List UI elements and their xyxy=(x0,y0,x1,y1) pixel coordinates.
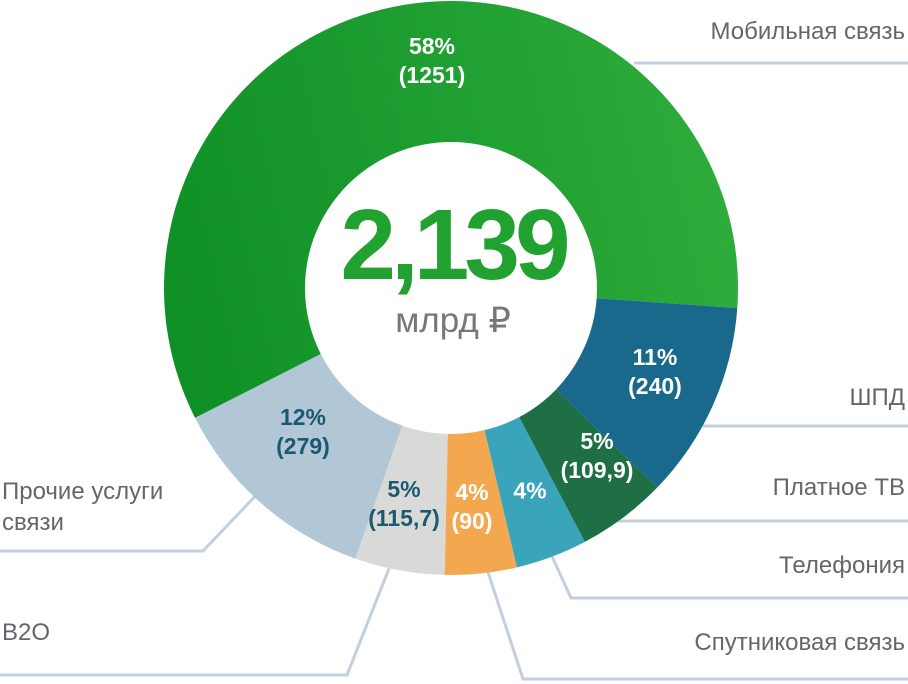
leader-line-satellite xyxy=(484,565,908,681)
leader-line-b2o xyxy=(0,560,394,677)
segment-percent: 5% xyxy=(387,476,421,502)
segment-value: (1251) xyxy=(398,62,466,88)
center-total: 2,139 млрд ₽ xyxy=(340,189,570,341)
donut-segment-0[interactable]: Мобильная связь xyxy=(164,1,739,418)
segment-label-mobile: 58% (1251) xyxy=(399,32,465,90)
donut-segment-1[interactable]: ШПД xyxy=(556,298,738,488)
segment-value: (279) xyxy=(276,433,330,459)
category-label-other: Прочие услуги связи xyxy=(2,478,164,536)
segment-label-paytv: 5% (109,9) xyxy=(561,427,634,485)
donut-segment-2[interactable]: Платное ТВ xyxy=(519,389,658,542)
donut-segment-4[interactable]: Спутниковая связь xyxy=(444,430,517,576)
donut-segment-3[interactable]: Телефония xyxy=(484,417,585,568)
category-label-mobile: Мобильная связь xyxy=(710,18,905,45)
segment-percent: 4% xyxy=(513,477,547,504)
segment-percent: 5% xyxy=(580,428,614,454)
leader-lines-group xyxy=(0,61,908,681)
leader-line-telephony xyxy=(548,551,908,600)
segment-value: (115,7) xyxy=(368,505,440,531)
segment-label-other: 12% (279) xyxy=(276,403,330,461)
donut-segment-6[interactable]: Прочие услуги связи xyxy=(195,354,403,559)
segment-label-shpd: 11% (240) xyxy=(628,343,682,401)
center-total-value: 2,139 xyxy=(340,189,570,301)
segment-label-telephony: 4% xyxy=(513,477,546,506)
category-label-paytv: Платное ТВ xyxy=(772,474,905,501)
category-label-telephony: Телефония xyxy=(779,552,905,579)
segment-label-satellite: 4% (90) xyxy=(452,478,493,536)
segment-percent: 12% xyxy=(279,404,327,430)
category-label-satellite: Спутниковая связь xyxy=(694,629,905,656)
segment-value: (240) xyxy=(628,373,682,399)
leader-line-other xyxy=(0,487,264,553)
segment-percent: 58% xyxy=(408,33,456,59)
category-label-shpd: ШПД xyxy=(849,384,906,411)
segment-value: (109,9) xyxy=(560,457,634,483)
segment-percent: 4% xyxy=(455,479,489,505)
segment-value: (90) xyxy=(451,508,493,534)
segment-percent: 11% xyxy=(632,344,678,370)
segment-label-b2o: 5% (115,7) xyxy=(368,475,440,533)
donut-segment-5[interactable]: B2O xyxy=(355,425,448,575)
center-total-unit: млрд ₽ xyxy=(395,301,511,340)
category-label-b2o: B2O xyxy=(2,619,51,646)
